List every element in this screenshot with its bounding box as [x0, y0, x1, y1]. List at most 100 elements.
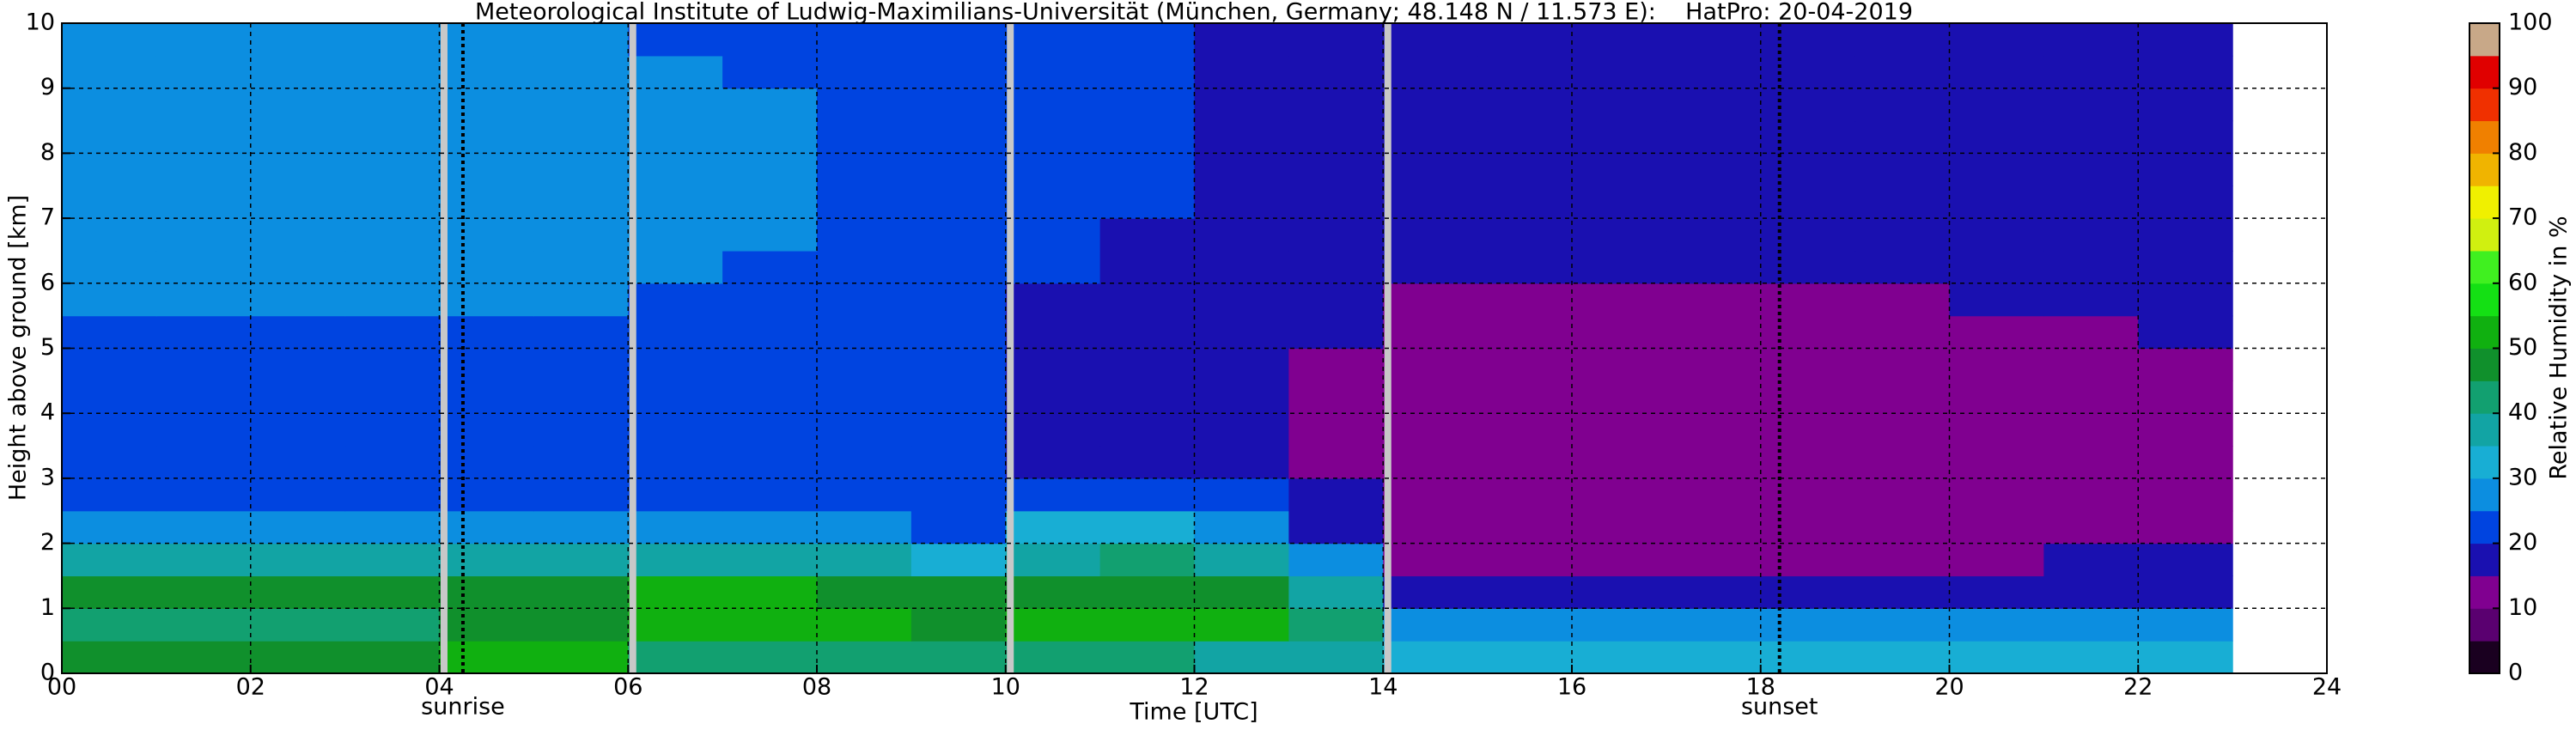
heat-cell — [1949, 55, 2044, 89]
heat-cell — [910, 88, 1007, 122]
heat-cell — [1383, 641, 1478, 674]
heat-cell — [439, 55, 534, 89]
heat-cell — [1005, 510, 1101, 544]
heat-cell — [439, 478, 534, 512]
heat-cell — [1572, 88, 1667, 122]
heat-cell — [1099, 283, 1196, 317]
heat-cell — [2138, 641, 2233, 674]
heat-cell — [439, 575, 534, 609]
heat-cell — [1288, 283, 1384, 317]
heat-cell — [1194, 413, 1289, 447]
heat-cell — [817, 153, 912, 186]
heat-cell — [628, 315, 723, 350]
heat-cell — [439, 23, 534, 57]
heat-cell — [250, 413, 346, 447]
colorbar-segment — [2469, 88, 2500, 122]
heat-cell — [1099, 543, 1196, 577]
y-tick-label: 10 — [26, 9, 55, 36]
heat-cell — [2138, 153, 2233, 186]
heat-cell — [2138, 186, 2233, 219]
heat-cell — [1477, 218, 1573, 252]
heat-cell — [1477, 575, 1573, 609]
heat-cell — [155, 55, 252, 89]
heat-cell — [250, 283, 346, 317]
heat-cell — [1666, 55, 1762, 89]
heat-cell — [155, 23, 252, 57]
heat-cell — [62, 446, 157, 479]
heat-cell — [1666, 218, 1762, 252]
heat-cell — [817, 23, 912, 57]
heat-cell — [1572, 478, 1667, 512]
heat-cell — [2138, 55, 2233, 89]
heat-cell — [1572, 55, 1667, 89]
heat-cell — [1572, 446, 1667, 479]
heat-cell — [1854, 348, 1951, 381]
heat-cell — [722, 543, 818, 577]
heat-cell — [62, 153, 157, 186]
heat-cell — [250, 218, 346, 252]
colorbar-tick-label: 60 — [2508, 269, 2537, 295]
heat-cell — [62, 283, 157, 317]
heat-cell — [722, 250, 818, 284]
x-tick-label: 00 — [47, 674, 76, 701]
heat-cell — [533, 641, 629, 674]
colorbar-segment — [2469, 348, 2500, 381]
heat-cell — [628, 446, 723, 479]
colorbar-segment — [2469, 575, 2500, 609]
heat-cell — [1099, 23, 1196, 57]
heat-cell — [817, 88, 912, 122]
heat-cell — [1005, 88, 1101, 122]
heat-cell — [344, 153, 441, 186]
colorbar-tick-label: 80 — [2508, 139, 2537, 166]
heat-cell — [1572, 608, 1667, 642]
heat-cell — [1005, 478, 1101, 512]
heat-cell — [533, 413, 629, 447]
heat-cell — [2043, 23, 2139, 57]
heat-cell — [2043, 510, 2139, 544]
heat-cell — [1383, 380, 1478, 414]
heat-cell — [1005, 575, 1101, 609]
heat-cell — [344, 510, 441, 544]
colorbar-tick-label: 70 — [2508, 204, 2537, 231]
y-tick-label: 0 — [40, 660, 55, 686]
heat-cell — [1005, 120, 1101, 154]
heat-cell — [1099, 315, 1196, 350]
heat-cell — [722, 88, 818, 122]
heat-cell — [628, 348, 723, 381]
heat-cell — [2138, 446, 2233, 479]
heat-cell — [1194, 510, 1289, 544]
heat-cell — [155, 478, 252, 512]
chart-title: Meteorological Institute of Ludwig-Maxim… — [475, 0, 1913, 26]
heat-cell — [1099, 413, 1196, 447]
heat-cell — [1666, 413, 1762, 447]
heat-cell — [1760, 186, 1856, 219]
heat-cell — [1572, 413, 1667, 447]
heat-cell — [62, 478, 157, 512]
heat-cell — [250, 543, 346, 577]
heat-cell — [1666, 250, 1762, 284]
heat-cell — [1854, 446, 1951, 479]
heat-cell — [62, 186, 157, 219]
heat-cell — [1949, 446, 2044, 479]
heat-cell — [1949, 575, 2044, 609]
heat-cell — [155, 218, 252, 252]
heat-cell — [628, 218, 723, 252]
heat-cell — [344, 88, 441, 122]
heat-cell — [1572, 575, 1667, 609]
heat-cell — [1288, 23, 1384, 57]
heat-cell — [155, 120, 252, 154]
heat-cell — [1760, 88, 1856, 122]
heat-cell — [344, 641, 441, 674]
heat-cell — [1383, 55, 1478, 89]
colorbar-segment — [2469, 380, 2500, 414]
heat-cell — [1949, 88, 2044, 122]
x-tick-label: 10 — [991, 674, 1020, 701]
colorbar-tick-label: 50 — [2508, 334, 2537, 361]
heat-cell — [1005, 348, 1101, 381]
heat-cell — [439, 250, 534, 284]
y-tick-label: 1 — [40, 594, 55, 621]
heat-cell — [533, 23, 629, 57]
heat-cell — [62, 120, 157, 154]
heat-cell — [1949, 478, 2044, 512]
heat-cell — [1666, 120, 1762, 154]
